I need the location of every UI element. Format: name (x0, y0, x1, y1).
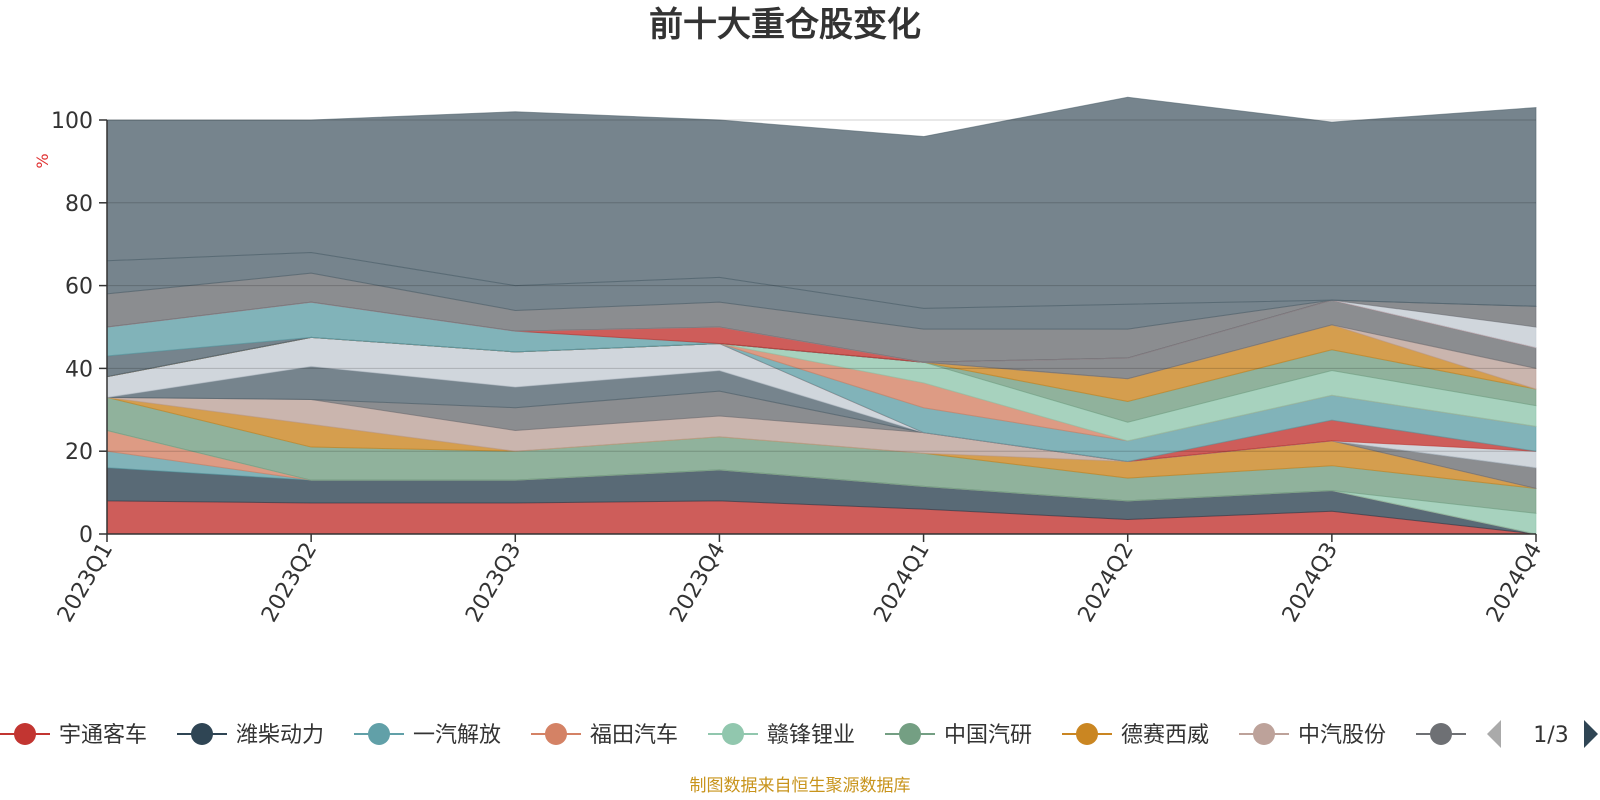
legend-marker-icon (545, 723, 567, 745)
legend-label: 潍柴动力 (236, 723, 324, 748)
y-tick-label: 100 (51, 109, 93, 134)
legend-item-6[interactable]: 中国汽研 (885, 723, 1032, 748)
x-tick-label: 2024Q3 (1278, 539, 1343, 627)
legend-marker-icon (899, 723, 921, 745)
legend-item-2[interactable]: 潍柴动力 (177, 723, 324, 748)
legend-label: 赣锋锂业 (767, 723, 855, 748)
legend-marker-icon (191, 723, 213, 745)
legend-label: 宇通客车 (59, 723, 147, 748)
legend-item-8[interactable]: 中汽股份 (1239, 723, 1386, 748)
x-tick-label: 2023Q4 (665, 539, 730, 627)
legend-prev-icon[interactable] (1487, 720, 1501, 748)
legend-item-7[interactable]: 德赛西威 (1062, 723, 1209, 748)
legend-marker-icon (722, 723, 744, 745)
y-tick-label: 40 (65, 357, 93, 382)
legend-marker-icon (1253, 723, 1275, 745)
legend[interactable]: 宇通客车 潍柴动力 一汽解放 福田汽车 赣锋锂业 中国汽研 德赛西威 中汽股份 1/3 (0, 714, 1600, 754)
legend-marker-icon (1076, 723, 1098, 745)
x-tick-label: 2024Q2 (1074, 539, 1139, 627)
legend-next-icon[interactable] (1584, 720, 1598, 748)
legend-page-indicator: 1/3 (1533, 723, 1568, 748)
area-series-26 (106, 96, 1537, 309)
legend-item-5[interactable]: 赣锋锂业 (708, 723, 855, 748)
y-axis-label: % (33, 153, 52, 168)
x-tick-label: 2024Q4 (1482, 539, 1547, 627)
y-tick-label: 20 (65, 440, 93, 465)
data-source-footer: 制图数据来自恒生聚源数据库 (690, 776, 911, 796)
legend-label: 中国汽研 (944, 723, 1032, 748)
legend-item-3[interactable]: 一汽解放 (354, 723, 501, 748)
legend-label: 中汽股份 (1298, 723, 1386, 748)
legend-item-9[interactable] (1416, 723, 1466, 745)
legend-overflow-mask (1483, 714, 1600, 754)
legend-item-1[interactable]: 宇通客车 (0, 723, 147, 748)
area-series-group (106, 96, 1537, 535)
y-tick-label: 80 (65, 192, 93, 217)
chart-title: 前十大重仓股变化 (649, 5, 921, 45)
legend-marker-icon (368, 723, 390, 745)
legend-marker-icon (1430, 723, 1452, 745)
x-tick-label: 2024Q1 (869, 539, 934, 627)
y-tick-label: 60 (65, 275, 93, 300)
legend-marker-icon (14, 723, 36, 745)
legend-label: 福田汽车 (590, 723, 678, 748)
legend-item-4[interactable]: 福田汽车 (531, 723, 678, 748)
y-tick-label: 0 (79, 523, 93, 548)
legend-label: 一汽解放 (413, 723, 501, 748)
legend-label: 德赛西威 (1121, 723, 1209, 748)
x-tick-label: 2023Q3 (461, 539, 526, 627)
x-tick-label: 2023Q2 (257, 539, 322, 627)
x-tick-label: 2023Q1 (53, 539, 118, 627)
